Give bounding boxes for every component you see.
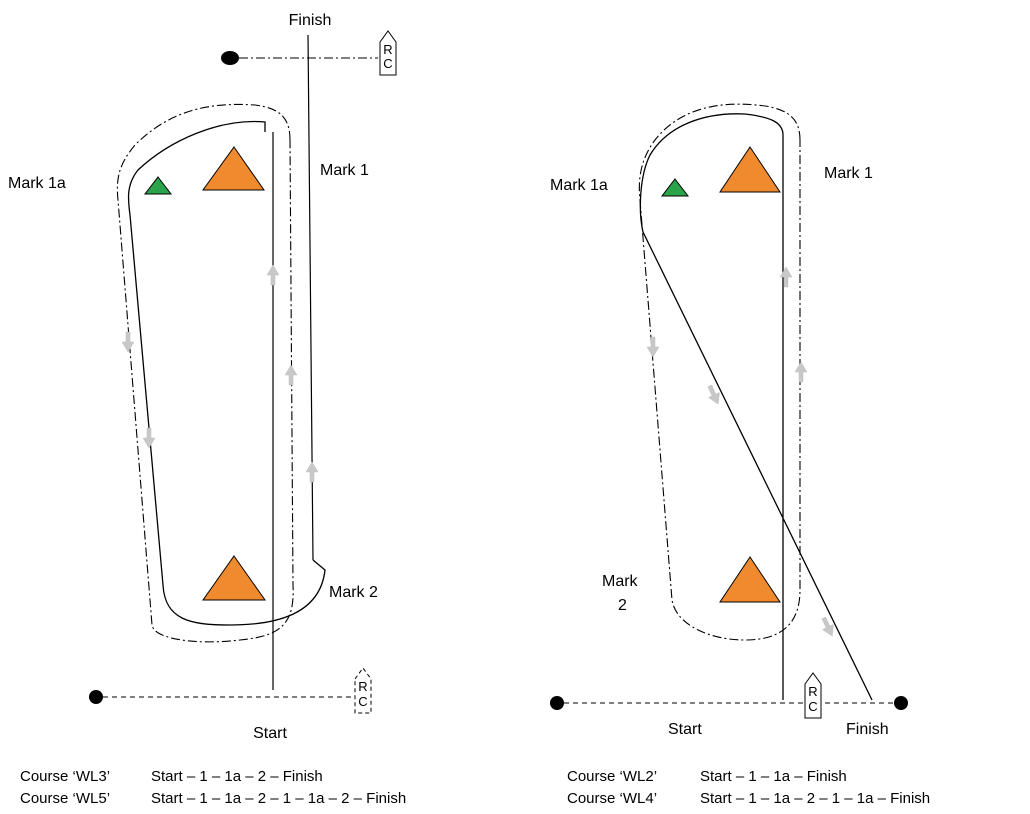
rc-boat-top-c: C xyxy=(383,56,392,71)
right-arrow-diag-1 xyxy=(703,382,725,408)
left-mark-2-label: Mark 2 xyxy=(329,584,378,601)
right-course-name-1: Course ‘WL2’ xyxy=(567,768,657,785)
right-course-loop-dashdot xyxy=(638,103,801,641)
rc-boat-top-r: R xyxy=(383,42,392,57)
right-mark-1a xyxy=(660,178,690,197)
left-course-loop-solid xyxy=(127,120,326,626)
left-course-route-1: Start – 1 – 1a – 2 – Finish xyxy=(151,768,323,785)
left-course-name-2: Course ‘WL5’ xyxy=(20,790,110,807)
right-mark-2-label-line1: Mark xyxy=(602,573,639,590)
left-finish-label: Finish xyxy=(289,12,332,29)
right-mark-2 xyxy=(719,556,781,603)
left-arrow-up-1 xyxy=(267,264,279,286)
right-rc-boat-r: R xyxy=(808,684,817,699)
right-start-pin-buoy xyxy=(550,696,564,710)
right-finish-label: Finish xyxy=(846,721,889,738)
rc-boat-top: R C xyxy=(379,30,397,76)
left-mark-1a-label: Mark 1a xyxy=(8,175,66,192)
left-arrow-up-3 xyxy=(306,461,318,483)
right-mark-1-label: Mark 1 xyxy=(824,165,873,182)
left-mark-2 xyxy=(202,555,266,601)
left-mark-1a xyxy=(143,176,173,195)
start-pin-buoy xyxy=(89,690,103,704)
right-rc-boat: R C xyxy=(804,672,822,719)
right-mark-1a-label: Mark 1a xyxy=(550,177,608,194)
right-finish-pin-buoy xyxy=(894,696,908,710)
right-arrow-down-1 xyxy=(647,336,659,358)
rc-boat-bottom-r: R xyxy=(358,679,367,694)
right-course-route-2: Start – 1 – 1a – 2 – 1 – 1a – Finish xyxy=(700,790,930,807)
left-start-label: Start xyxy=(253,725,287,742)
right-mark-2-label-line2: 2 xyxy=(618,597,627,614)
right-arrow-diag-2 xyxy=(817,614,839,640)
left-mark-1 xyxy=(202,146,265,191)
right-course-name-2: Course ‘WL4’ xyxy=(567,790,657,807)
left-course-loop-dashdot xyxy=(116,103,294,643)
right-course-path-solid xyxy=(639,113,873,701)
right-course-diagram: R C Mark 1 Mark 1a Mark 2 Start Finish C… xyxy=(550,103,930,807)
right-start-label: Start xyxy=(668,721,702,738)
right-arrow-up-2 xyxy=(795,361,807,383)
left-course-route-2: Start – 1 – 1a – 2 – 1 – 1a – 2 – Finish xyxy=(151,790,406,807)
left-course-diagram: R C Finish R C Mark 1 Mark 1a xyxy=(8,12,406,807)
left-course-name-1: Course ‘WL3’ xyxy=(20,768,110,785)
rc-boat-bottom-c: C xyxy=(358,694,367,709)
right-course-route-1: Start – 1 – 1a – Finish xyxy=(700,768,847,785)
left-mark-1-label: Mark 1 xyxy=(320,162,369,179)
right-rc-boat-c: C xyxy=(808,699,817,714)
left-arrow-down-1 xyxy=(122,331,134,353)
rc-boat-bottom: R C xyxy=(354,667,372,714)
left-arrow-down-2 xyxy=(143,427,155,449)
right-mark-1 xyxy=(719,146,781,193)
finish-pin-buoy xyxy=(221,51,239,65)
right-arrow-up-1 xyxy=(780,266,792,288)
left-arrow-up-2 xyxy=(285,364,297,386)
